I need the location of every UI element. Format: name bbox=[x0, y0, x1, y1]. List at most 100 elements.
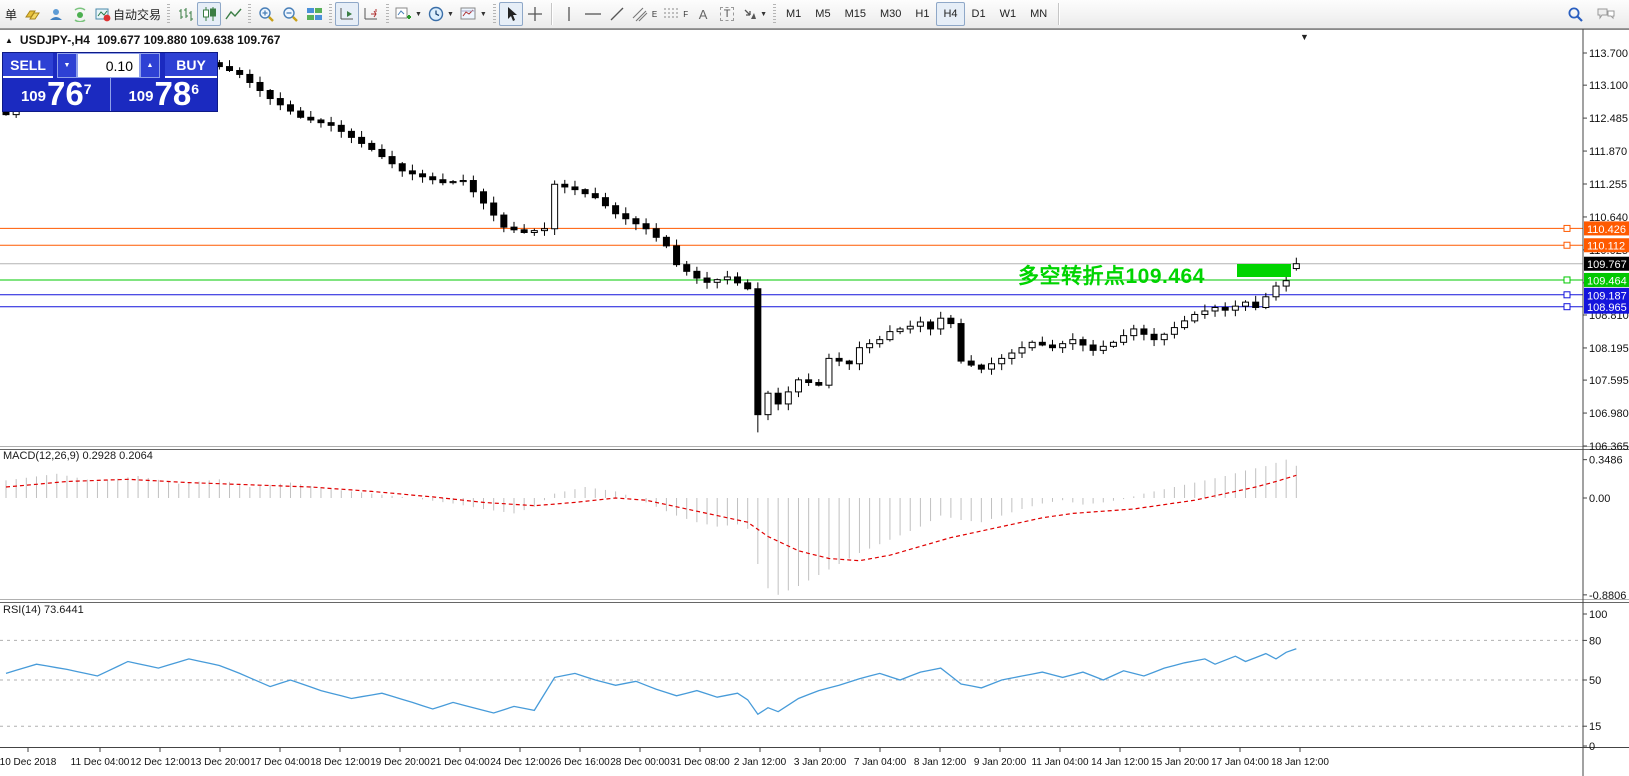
annotation-text[interactable]: 多空转折点109.464 bbox=[1018, 265, 1205, 288]
gold-button[interactable] bbox=[20, 2, 44, 26]
zoom-out-button[interactable] bbox=[278, 2, 302, 26]
timeframe-m1[interactable]: M1 bbox=[786, 8, 802, 20]
buy-button[interactable]: BUY bbox=[165, 53, 217, 78]
buy-price-pip: 6 bbox=[191, 81, 200, 97]
volume-down-button[interactable]: ▼ bbox=[57, 53, 77, 78]
price-levels bbox=[0, 224, 1583, 311]
timeframe-m30[interactable]: M30 bbox=[879, 8, 902, 20]
chart-dropdown-icon[interactable]: ▼ bbox=[1300, 32, 1309, 42]
chart-shift-button[interactable] bbox=[359, 2, 383, 26]
toolbar: 单 自动交易 ▼ ▼ bbox=[0, 0, 1629, 29]
sell-button[interactable]: SELL bbox=[3, 53, 53, 78]
axis-tick-label: 0 bbox=[1589, 741, 1595, 753]
text-label-button[interactable]: T bbox=[715, 2, 739, 26]
toolbar-grip bbox=[248, 4, 252, 24]
tile-windows-icon bbox=[306, 8, 322, 20]
price-level-label bbox=[1584, 299, 1629, 314]
time-axis-label: 9 Jan 20:00 bbox=[974, 757, 1027, 768]
trendline-button[interactable] bbox=[605, 2, 629, 26]
volume-input[interactable]: 0.10 bbox=[77, 53, 140, 78]
time-axis-label: 2 Jan 12:00 bbox=[734, 757, 787, 768]
text-button[interactable]: A bbox=[691, 2, 715, 26]
crosshair-button[interactable] bbox=[523, 2, 547, 26]
cursor-button[interactable] bbox=[498, 2, 523, 26]
timeframe-w1[interactable]: W1 bbox=[999, 8, 1017, 20]
sell-price[interactable]: 109 76 7 bbox=[3, 77, 110, 111]
chevron-down-icon: ▼ bbox=[415, 10, 422, 18]
buy-price[interactable]: 109 78 6 bbox=[109, 74, 218, 112]
tile-windows-button[interactable] bbox=[302, 2, 326, 26]
channel-icon bbox=[632, 7, 648, 22]
annotation-rectangle[interactable] bbox=[1237, 264, 1291, 277]
buy-price-big: 78 bbox=[154, 74, 192, 112]
timeframe-m5[interactable]: M5 bbox=[815, 8, 831, 20]
timeframe-toolbar: M1 M5 M15 M30 H1 H4 D1 W1 MN bbox=[779, 2, 1054, 26]
chat-icon bbox=[1597, 8, 1615, 20]
macd-histogram bbox=[5, 459, 1297, 595]
timeframe-mn[interactable]: MN bbox=[1030, 8, 1048, 20]
axis-tick-label: 110.640 bbox=[1589, 212, 1628, 224]
macd-signal-line bbox=[5, 474, 1297, 562]
volume-up-button[interactable]: ▲ bbox=[140, 53, 160, 78]
signal-button[interactable] bbox=[68, 2, 92, 26]
timeframe-d1[interactable]: D1 bbox=[971, 8, 986, 20]
fibonacci-icon bbox=[664, 8, 679, 18]
periods-button[interactable]: ▼ bbox=[425, 2, 457, 26]
axis-tick-label: 100 bbox=[1589, 609, 1607, 621]
auto-scroll-button[interactable] bbox=[335, 2, 360, 26]
candle-chart-button[interactable] bbox=[197, 2, 222, 26]
zoom-in-icon bbox=[258, 7, 274, 22]
time-axis-label: 18 Jan 12:00 bbox=[1271, 757, 1329, 768]
line-chart-button[interactable] bbox=[221, 2, 245, 26]
price-level-label bbox=[1584, 272, 1629, 287]
level-handle[interactable] bbox=[1563, 276, 1571, 284]
signal-icon bbox=[74, 7, 86, 22]
new-order-button[interactable]: 单 bbox=[2, 2, 20, 26]
level-handle[interactable] bbox=[1563, 241, 1571, 249]
time-axis-label: 8 Jan 12:00 bbox=[914, 757, 967, 768]
templates-button[interactable]: ▼ bbox=[457, 2, 490, 26]
indicators-button[interactable]: ▼ bbox=[392, 2, 425, 26]
timeframe-h1[interactable]: H1 bbox=[915, 8, 930, 20]
zoom-in-button[interactable] bbox=[254, 2, 278, 26]
bar-chart-icon bbox=[178, 8, 193, 21]
time-axis-label: 11 Jan 04:00 bbox=[1031, 757, 1089, 768]
level-handle[interactable] bbox=[1563, 291, 1571, 299]
time-axis-label: 3 Jan 20:00 bbox=[794, 757, 847, 768]
time-axis-label: 10 Dec 2018 bbox=[0, 757, 57, 768]
autotrading-button[interactable]: 自动交易 bbox=[92, 2, 164, 26]
price-level-label bbox=[1584, 256, 1629, 271]
level-handle[interactable] bbox=[1563, 224, 1571, 232]
search-button[interactable] bbox=[1563, 2, 1587, 26]
timeframe-h4[interactable]: H4 bbox=[936, 2, 965, 26]
fibonacci-button[interactable]: F bbox=[660, 2, 691, 26]
timeframe-m15[interactable]: M15 bbox=[844, 8, 866, 20]
autotrading-icon bbox=[95, 8, 111, 21]
toolbar-grip bbox=[773, 4, 777, 24]
trendline-icon bbox=[610, 7, 624, 21]
candles bbox=[2, 57, 1300, 433]
vertical-line-button[interactable] bbox=[557, 2, 581, 26]
community-button[interactable] bbox=[44, 2, 68, 26]
horizontal-line-button[interactable] bbox=[581, 2, 605, 26]
axis-tick-label: 0.3486 bbox=[1589, 455, 1623, 467]
axis-tick-label: -0.8806 bbox=[1589, 590, 1626, 602]
gold-icon bbox=[24, 10, 40, 20]
cursor-icon bbox=[507, 7, 517, 21]
collapse-icon[interactable]: ▲ bbox=[5, 35, 13, 45]
level-handle[interactable] bbox=[1563, 303, 1571, 311]
axis-tick-label: 113.700 bbox=[1589, 48, 1628, 60]
arrows-button[interactable]: ▼ bbox=[739, 2, 770, 26]
price-level-label-text: 109.767 bbox=[1587, 259, 1627, 271]
horizontal-line-icon bbox=[584, 13, 601, 15]
price-level-label bbox=[1584, 221, 1629, 236]
vertical-line-icon bbox=[568, 7, 570, 21]
fibo-letter: F bbox=[683, 9, 689, 19]
chevron-down-icon: ▼ bbox=[446, 10, 454, 18]
axis-tick-label: 107.595 bbox=[1589, 375, 1629, 387]
chat-button[interactable] bbox=[1593, 2, 1619, 26]
bar-chart-button[interactable] bbox=[173, 2, 197, 26]
new-order-icon: 单 bbox=[5, 7, 18, 22]
channel-button[interactable]: E bbox=[629, 2, 660, 26]
